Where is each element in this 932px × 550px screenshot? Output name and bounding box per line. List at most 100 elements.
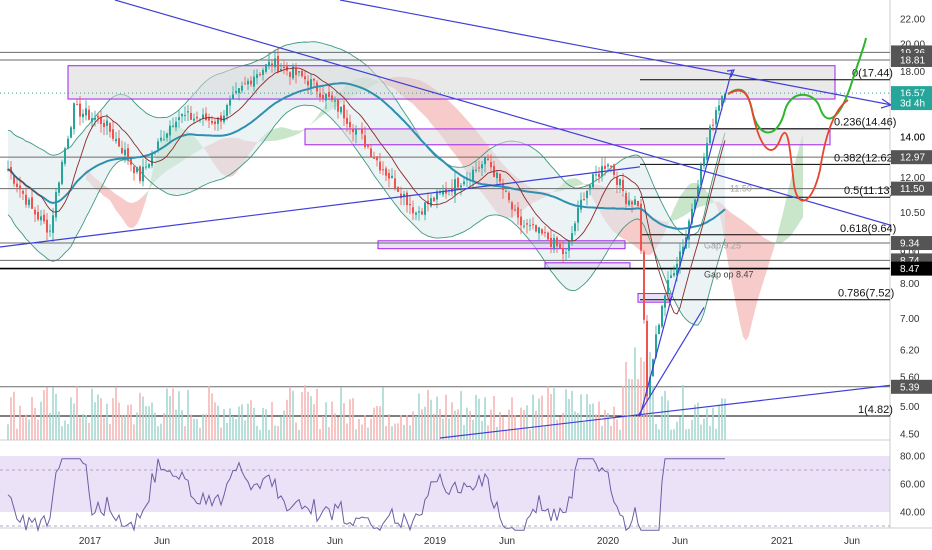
volume-bar: [43, 390, 45, 440]
price-tick: 10.50: [900, 208, 925, 219]
cloud-segment: [773, 241, 776, 252]
candle-body: [301, 70, 303, 77]
rsi-axis: 80.00 60.00 40.00: [900, 452, 925, 519]
volume-bar: [676, 421, 678, 440]
time-tick: Jun: [844, 536, 860, 547]
candle-body: [433, 197, 435, 202]
candle-body: [196, 116, 198, 119]
volume-bar: [139, 392, 141, 440]
gap-zone: [67, 65, 836, 100]
volume-bar: [448, 418, 450, 440]
candle-body: [271, 63, 273, 66]
candle-body: [349, 121, 351, 128]
gap-zone: [377, 240, 626, 250]
candle-body: [430, 198, 432, 207]
volume-bar: [370, 418, 372, 440]
cloud-segment: [317, 112, 320, 120]
volume-bar: [628, 378, 630, 440]
price-label-text: 3d 4h: [900, 99, 925, 110]
volume-bar: [469, 411, 471, 440]
cloud-segment: [104, 185, 107, 198]
volume-bar: [442, 418, 444, 440]
volume-bar: [688, 428, 690, 440]
candle-body: [520, 216, 522, 226]
candle-body: [322, 95, 324, 99]
volume-bar: [22, 417, 24, 440]
gap-zone: [544, 262, 631, 269]
volume-bar: [250, 400, 252, 440]
cloud-segment: [770, 241, 773, 261]
candle-body: [274, 58, 276, 68]
volume-bar: [163, 413, 165, 440]
volume-bar: [49, 412, 51, 440]
volume-bar: [721, 398, 723, 440]
cloud-segment: [122, 197, 125, 223]
trendline: [339, 0, 893, 106]
volume-bar: [355, 429, 357, 440]
candle-body: [88, 109, 90, 120]
candle-body: [478, 167, 480, 169]
price-tick: 14.00: [900, 133, 925, 144]
candle-body: [367, 144, 369, 147]
volume-bar: [454, 410, 456, 440]
candle-body: [115, 139, 117, 142]
volume-bar: [10, 397, 12, 440]
candle-body: [718, 105, 720, 111]
volume-bar: [148, 406, 150, 440]
candle-body: [157, 141, 159, 149]
candle-body: [472, 169, 474, 182]
price-tick: 7.00: [900, 314, 920, 325]
candle-body: [373, 157, 375, 159]
candle-body: [190, 112, 192, 120]
volume-bar: [379, 406, 381, 440]
volume-bar: [397, 423, 399, 440]
candle-body: [400, 193, 402, 199]
candle-body: [40, 216, 42, 221]
volume-bar: [322, 416, 324, 440]
volume-bar: [409, 425, 411, 440]
volume-bar: [550, 394, 552, 440]
volume-bar: [31, 397, 33, 440]
volume-bar: [418, 393, 420, 440]
candle-body: [178, 117, 180, 121]
volume-bar: [457, 409, 459, 440]
candle-body: [211, 120, 213, 124]
candle-body: [553, 238, 555, 250]
candle-body: [13, 175, 15, 184]
volume-bar: [637, 379, 639, 440]
candle-body: [148, 164, 150, 168]
candle-body: [589, 185, 591, 190]
volume-bar: [64, 420, 66, 440]
cloud-segment: [749, 225, 752, 336]
volume-bar: [37, 419, 39, 440]
volume-bar: [625, 361, 627, 440]
volume-bar: [154, 412, 156, 440]
candle-body: [124, 149, 126, 156]
price-label-text: 14.00: [900, 133, 925, 144]
candle-body: [70, 127, 72, 138]
candle-body: [307, 80, 309, 86]
candle-body: [547, 232, 549, 240]
candle-body: [604, 165, 606, 169]
candle-body: [127, 148, 129, 160]
candle-body: [634, 199, 636, 205]
cloud-segment: [119, 196, 122, 218]
volume-bar: [223, 409, 225, 440]
volume-bar: [655, 423, 657, 440]
candle-body: [658, 324, 660, 335]
volume-bar: [214, 402, 216, 440]
cloud-segment: [758, 232, 761, 299]
gap-zones: [67, 65, 836, 303]
candle-body: [118, 138, 120, 147]
volume-bar: [613, 406, 615, 440]
volume-bar: [514, 415, 516, 440]
candle-body: [511, 202, 513, 210]
candle-body: [673, 273, 675, 276]
volume-bar: [445, 394, 447, 440]
candle-body: [160, 137, 162, 141]
forecast-paths: [727, 37, 867, 202]
candle-body: [181, 114, 183, 117]
volume-bar: [460, 391, 462, 440]
volume-bar: [328, 427, 330, 440]
